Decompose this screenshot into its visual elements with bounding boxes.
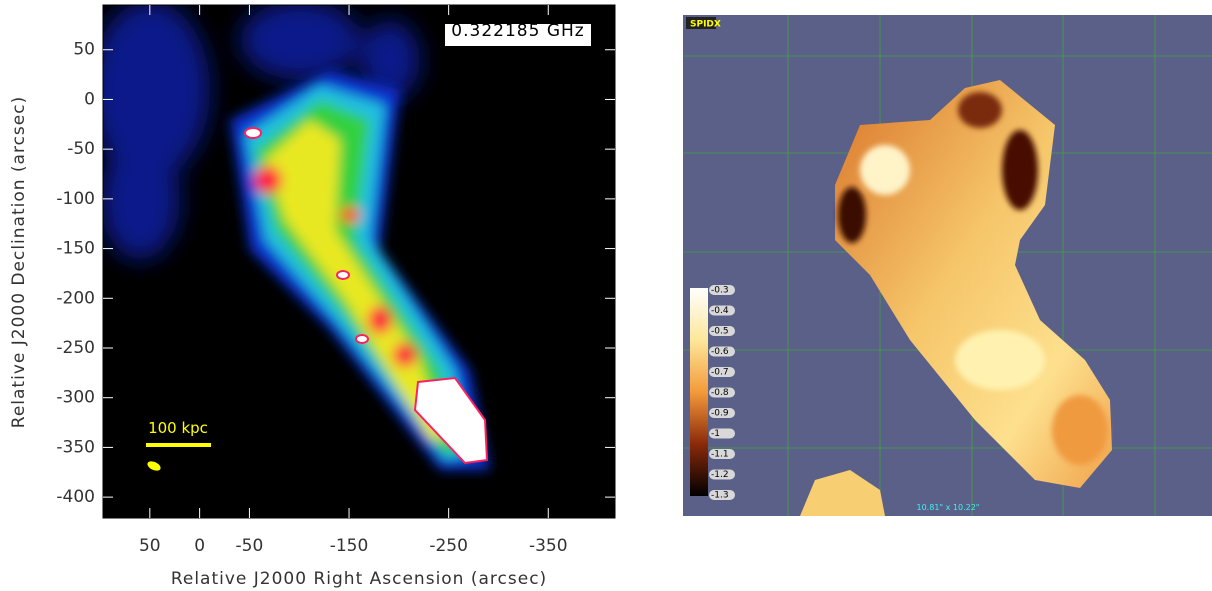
colorbar-tick-label: -1.3	[711, 491, 729, 501]
colorbar-tick-label: -0.3	[711, 286, 729, 296]
colorbar-tick-label: -1	[711, 429, 720, 439]
colorbar-tick-label: -0.4	[711, 306, 729, 316]
y-tick-label: 0	[84, 89, 95, 109]
x-tick-label: 0	[194, 536, 205, 556]
y-tick-label: -200	[56, 288, 95, 308]
colorbar-tick-label: -0.8	[711, 388, 729, 398]
colorbar-label-bg	[709, 469, 735, 480]
radio-image	[103, 5, 615, 518]
y-tick-label: -300	[56, 388, 95, 408]
colorbar-label-bg	[709, 367, 735, 377]
colorbar-tick-label: -0.7	[711, 368, 729, 378]
y-tick-label: -400	[56, 487, 95, 507]
y-tick-label: -350	[56, 437, 95, 457]
y-tick-label: 50	[73, 40, 95, 60]
plot-frame	[102, 4, 616, 519]
y-tick-label: -50	[67, 139, 95, 159]
frequency-label: 0.322185 GHz	[451, 21, 584, 41]
colorbar-label-bg	[709, 449, 735, 459]
spectral-index-map	[683, 15, 1212, 516]
colorbar-tick-label: -1.1	[711, 450, 729, 460]
x-tick-label: -150	[330, 536, 369, 556]
colorbar-label-bg	[709, 346, 735, 357]
y-tick-label: -100	[56, 189, 95, 209]
map-label: SPIDX	[690, 20, 721, 30]
x-axis-title: Relative J2000 Right Ascension (arcsec)	[171, 569, 547, 589]
x-tick-label: -350	[529, 536, 568, 556]
colorbar-tick-label: -0.9	[711, 409, 729, 419]
x-tick-label: -50	[236, 536, 264, 556]
colorbar-label-bg	[709, 305, 735, 316]
colorbar-tick-label: -0.5	[711, 327, 729, 337]
colorbar-label-bg	[709, 387, 735, 398]
x-tick-label: 50	[139, 536, 161, 556]
colorbar-label-bg	[709, 490, 735, 500]
colorbar-label-bg	[709, 428, 735, 439]
colorbar-label-bg	[709, 326, 735, 336]
beam-label: 10.81" x 10.22"	[917, 503, 980, 512]
colorbar-tick-label: -1.2	[711, 470, 729, 480]
colorbar-tick-label: -0.6	[711, 347, 729, 357]
colorbar-label-bg	[709, 285, 735, 295]
x-tick-label: -250	[429, 536, 468, 556]
colorbar-label-bg	[709, 408, 735, 418]
y-tick-label: -250	[56, 338, 95, 358]
y-tick-label: -150	[56, 239, 95, 259]
y-axis-title: Relative J2000 Declination (arcsec)	[9, 96, 29, 428]
scale-bar-label: 100 kpc	[148, 419, 208, 437]
